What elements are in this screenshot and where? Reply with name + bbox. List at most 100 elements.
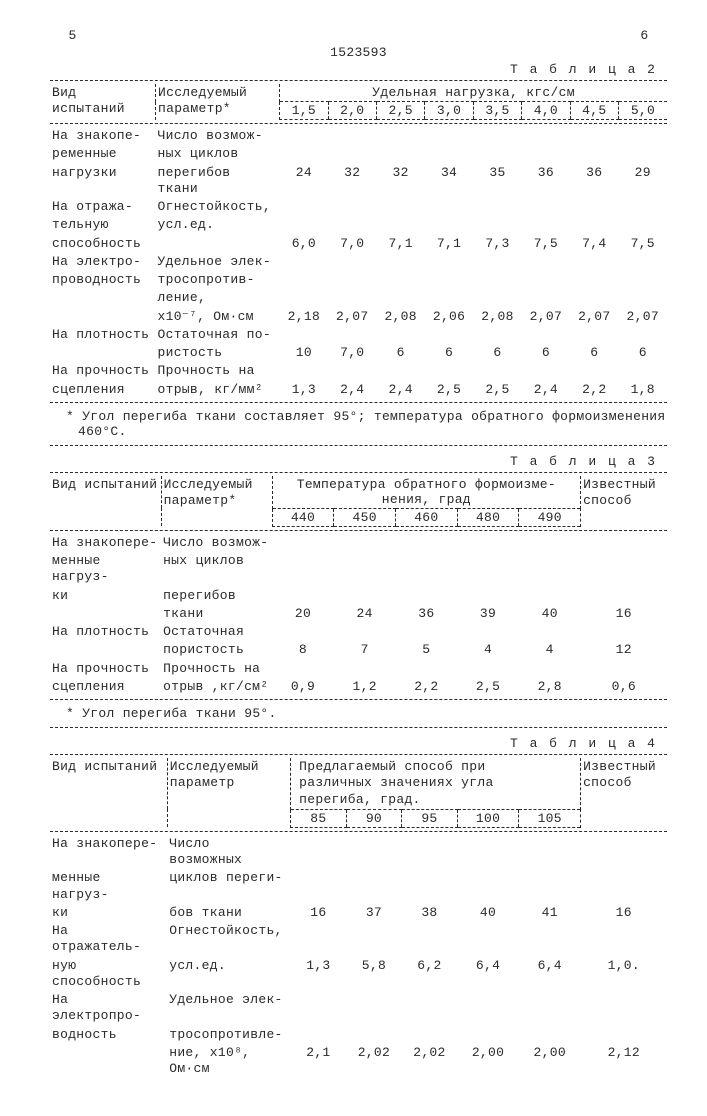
- value-cell: [425, 271, 473, 289]
- value-cell: [570, 216, 618, 234]
- value-cell: [346, 835, 402, 870]
- value-cell: [618, 326, 667, 344]
- value-cell: [618, 289, 667, 307]
- col-param-2: параметр: [170, 775, 235, 790]
- value-cell: 35: [473, 164, 521, 199]
- param-cell: тросопротивле-: [167, 1026, 290, 1044]
- known-cell: 16: [581, 904, 667, 922]
- value-cell: 2,4: [522, 381, 570, 399]
- param-cell: ристость: [156, 344, 280, 362]
- value-cell: [570, 145, 618, 163]
- known-cell: [581, 922, 667, 957]
- test-type-cell: ременные: [50, 145, 156, 163]
- value-cell: [328, 289, 376, 307]
- value-cell: [522, 145, 570, 163]
- value-cell: [425, 253, 473, 271]
- divider: [50, 530, 667, 531]
- table-4: Т а б л и ц а 4 Вид испытаний Исследуемы…: [50, 736, 667, 1078]
- value-cell: [425, 216, 473, 234]
- test-type-cell: [50, 1044, 167, 1079]
- value-cell: [328, 145, 376, 163]
- value-cell: 7,5: [618, 235, 667, 253]
- t2-col-6: 4,5: [570, 102, 618, 120]
- param-cell: ткани: [161, 605, 272, 623]
- value-cell: 2,5: [425, 381, 473, 399]
- test-type-cell: менные нагруз-: [50, 869, 167, 904]
- value-cell: [425, 289, 473, 307]
- value-cell: 32: [328, 164, 376, 199]
- value-cell: [519, 1026, 581, 1044]
- t4-col-4: 105: [519, 809, 581, 827]
- value-cell: [376, 127, 424, 145]
- param-cell: ние, x10⁸, Ом·см: [167, 1044, 290, 1079]
- t3-col-4: 490: [519, 508, 581, 526]
- value-cell: 6: [376, 344, 424, 362]
- value-cell: [291, 922, 347, 957]
- value-cell: [519, 534, 581, 552]
- test-type-cell: На отражатель-: [50, 922, 167, 957]
- value-cell: [570, 253, 618, 271]
- param-cell: пористость: [161, 641, 272, 659]
- value-cell: [328, 326, 376, 344]
- t4-col-1: 90: [346, 809, 402, 827]
- param-cell: перегибов: [161, 587, 272, 605]
- test-type-cell: На электропро-: [50, 991, 167, 1026]
- value-cell: [570, 198, 618, 216]
- value-cell: [280, 271, 328, 289]
- table-3: Т а б л и ц а 3 Вид испытаний Исследуемы…: [50, 454, 667, 728]
- test-type-cell: [50, 308, 156, 326]
- param-cell: перегибов ткани: [156, 164, 280, 199]
- table-3-label: Т а б л и ц а 3: [50, 454, 657, 469]
- value-cell: 0,9: [272, 678, 334, 696]
- value-cell: [425, 198, 473, 216]
- known-cell: 0,6: [581, 678, 667, 696]
- value-cell: [376, 253, 424, 271]
- t2-col-0: 1,5: [280, 102, 328, 120]
- t4-body: На знакопере-Число возможныхменные нагру…: [50, 835, 667, 1079]
- value-cell: [570, 289, 618, 307]
- value-cell: [618, 271, 667, 289]
- param-cell: [156, 235, 280, 253]
- value-cell: [396, 623, 458, 641]
- value-cell: 41: [519, 904, 581, 922]
- t2-col-5: 4,0: [522, 102, 570, 120]
- known-cell: 1,0.: [581, 957, 667, 992]
- value-cell: [457, 991, 519, 1026]
- document-id: 1523593: [50, 45, 667, 60]
- col-param: Исследуемый: [170, 759, 259, 774]
- param-cell: Огнестойкость,: [156, 198, 280, 216]
- value-cell: 2,02: [402, 1044, 458, 1079]
- value-cell: [457, 660, 519, 678]
- value-cell: [473, 198, 521, 216]
- test-type-cell: На прочность: [50, 660, 161, 678]
- test-type-cell: сцепления: [50, 678, 161, 696]
- value-cell: [519, 869, 581, 904]
- param-cell: Число возмож-: [156, 127, 280, 145]
- value-cell: 8: [272, 641, 334, 659]
- t3-body: На знакопере-Число возмож-менные нагруз-…: [50, 534, 667, 696]
- t3-col-3: 480: [457, 508, 519, 526]
- value-cell: 34: [425, 164, 473, 199]
- param-cell: отрыв, кг/мм²: [156, 381, 280, 399]
- value-cell: 32: [376, 164, 424, 199]
- col-test-type: Вид испытаний: [52, 759, 157, 774]
- known-cell: [581, 660, 667, 678]
- value-cell: 1,3: [280, 381, 328, 399]
- value-cell: 7,1: [376, 235, 424, 253]
- value-cell: [570, 362, 618, 380]
- value-cell: 6: [522, 344, 570, 362]
- value-cell: [473, 362, 521, 380]
- param-cell: ление,: [156, 289, 280, 307]
- value-cell: [473, 216, 521, 234]
- known-cell: [581, 534, 667, 552]
- t4-group-2: различных значениях угла: [299, 775, 493, 790]
- table-2-footnote: * Угол перегиба ткани составляет 95°; те…: [78, 409, 667, 439]
- divider: [50, 727, 667, 728]
- param-cell: усл.ед.: [167, 957, 290, 992]
- value-cell: 2,5: [473, 381, 521, 399]
- value-cell: [457, 922, 519, 957]
- value-cell: [519, 922, 581, 957]
- value-cell: [457, 835, 519, 870]
- value-cell: 20: [272, 605, 334, 623]
- value-cell: 2,1: [291, 1044, 347, 1079]
